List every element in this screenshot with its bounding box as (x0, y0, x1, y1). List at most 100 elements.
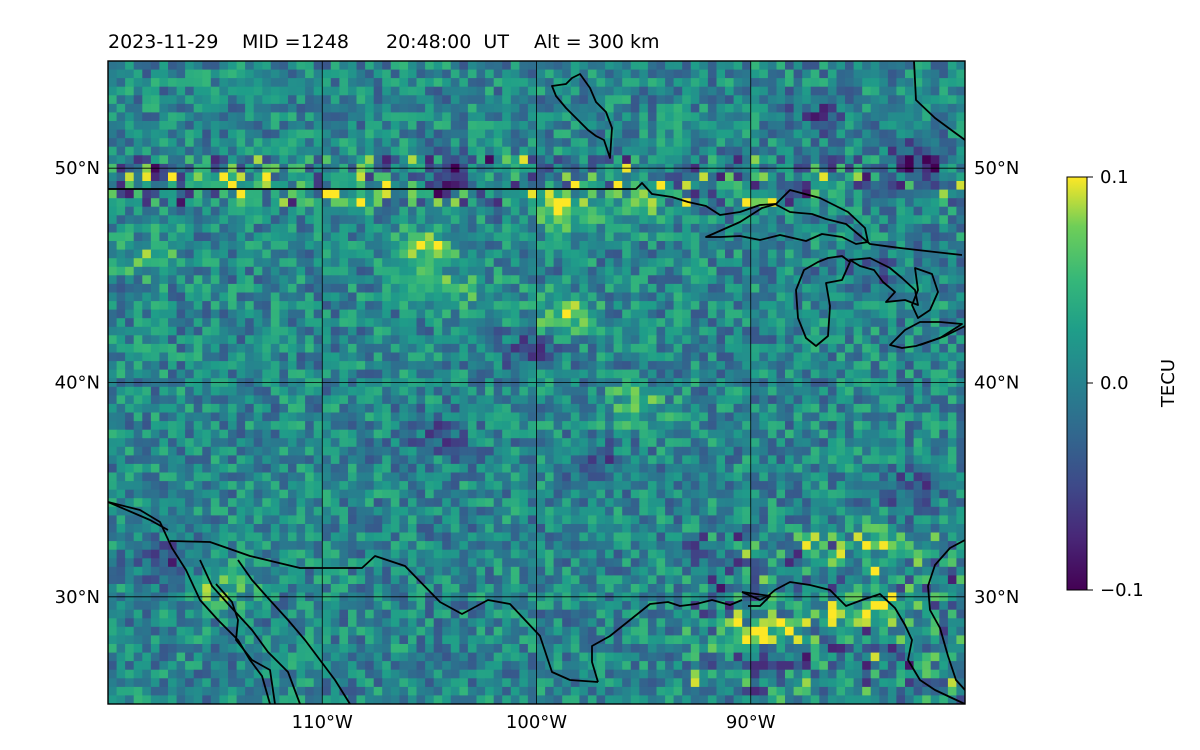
tec-cell (742, 352, 752, 362)
tec-cell (827, 138, 838, 148)
tec-cell (459, 241, 469, 251)
tec-cell (776, 386, 786, 396)
tec-cell (956, 421, 965, 431)
tec-cell (905, 386, 915, 396)
tec-cell (845, 429, 855, 439)
tec-cell (622, 258, 632, 268)
tec-cell (510, 129, 520, 139)
tec-cell (185, 61, 195, 71)
tec-cell (416, 78, 426, 88)
tec-cell (956, 215, 965, 225)
title-time: 20:48:00 UT (386, 31, 509, 53)
tec-cell (930, 249, 940, 259)
tec-cell (108, 249, 118, 259)
tec-cell (348, 223, 358, 234)
tec-cell (930, 301, 940, 311)
tec-cell (133, 352, 143, 362)
tec-cell (545, 352, 555, 362)
tec-cell (836, 78, 846, 88)
tec-cell (716, 223, 726, 234)
tec-cell (819, 172, 829, 182)
tec-cell (476, 301, 486, 311)
tec-cell (356, 369, 366, 379)
tec-cell (605, 198, 615, 208)
tec-cell (733, 112, 743, 122)
tec-cell (913, 472, 923, 482)
tec-cell (236, 446, 246, 456)
tec-cell (690, 455, 700, 465)
tec-cell (202, 138, 212, 148)
tec-cell (416, 343, 426, 354)
tec-cell (553, 403, 563, 414)
tec-cell (913, 386, 923, 396)
tec-cell (228, 215, 238, 225)
tec-cell (827, 198, 838, 208)
tec-cell (493, 455, 503, 465)
tec-cell (956, 352, 965, 362)
tec-cell (125, 386, 135, 396)
tec-cell (656, 146, 666, 156)
tec-cell (622, 292, 632, 302)
tec-cell (630, 78, 640, 88)
tec-cell (527, 138, 538, 148)
tec-cell (845, 481, 855, 491)
tec-cell (202, 301, 212, 311)
tec-cell (605, 429, 615, 439)
tec-cell (802, 335, 812, 345)
tec-cell (408, 241, 418, 251)
tec-cell (450, 198, 460, 208)
tec-cell (613, 352, 623, 362)
tec-cell (905, 138, 915, 148)
tec-cell (348, 103, 358, 114)
tec-cell (442, 343, 452, 354)
tec-cell (733, 121, 743, 131)
tec-cell (493, 275, 503, 285)
tec-cell (536, 318, 546, 328)
tec-cell (202, 95, 212, 105)
tec-cell (210, 95, 220, 105)
tec-cell (622, 326, 632, 336)
tec-cell (416, 403, 426, 414)
tec-cell (570, 309, 580, 319)
tec-cell (870, 446, 880, 456)
tec-cell (168, 112, 178, 122)
tec-cell (330, 78, 340, 88)
tec-cell (759, 292, 769, 302)
tec-cell (416, 61, 426, 71)
tec-cell (870, 232, 880, 242)
tec-cell (279, 189, 289, 199)
tec-cell (108, 69, 118, 79)
tec-cell (887, 292, 898, 302)
tec-cell (176, 309, 186, 319)
tec-cell (596, 138, 606, 148)
tec-cell (467, 249, 478, 259)
tec-cell (699, 335, 709, 345)
tec-cell (545, 403, 555, 414)
tec-cell (913, 463, 923, 474)
tec-cell (330, 309, 340, 319)
tec-cell (202, 386, 212, 396)
tec-cell (125, 309, 135, 319)
tec-cell (562, 412, 572, 422)
tec-cell (922, 352, 932, 362)
tec-cell (947, 241, 958, 251)
tec-cell (905, 446, 915, 456)
tec-cell (699, 369, 709, 379)
tec-cell (330, 438, 340, 448)
tec-cell (562, 386, 572, 396)
tec-cell (236, 343, 246, 354)
tec-cell (845, 301, 855, 311)
tec-cell (922, 386, 932, 396)
tec-cell (176, 241, 186, 251)
tec-cell (159, 249, 169, 259)
tec-cell (433, 249, 443, 259)
tec-cell (759, 343, 769, 354)
tec-cell (373, 352, 383, 362)
tec-cell (305, 146, 315, 156)
tec-cell (939, 463, 949, 474)
tec-cell (776, 249, 786, 259)
tec-cell (288, 189, 298, 199)
tec-cell (485, 395, 495, 405)
tec-cell (322, 438, 332, 448)
tec-cell (322, 421, 332, 431)
